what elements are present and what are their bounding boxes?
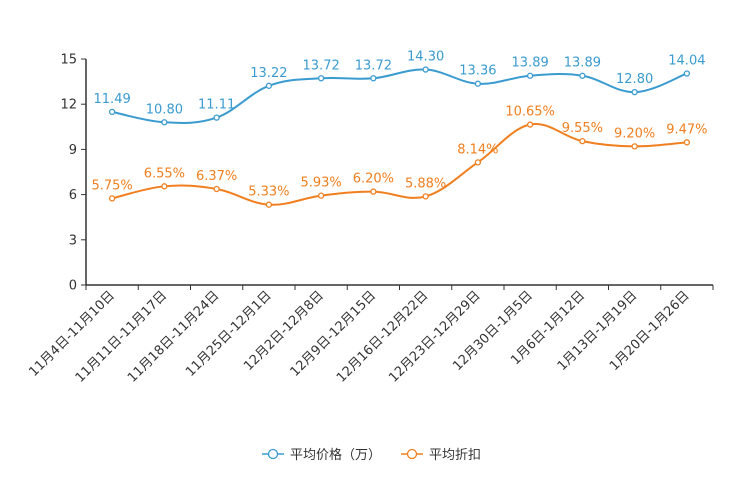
y-tick-label: 12 bbox=[60, 98, 77, 113]
data-label: 14.04 bbox=[668, 53, 705, 68]
x-tick-label: 11月4日-11月10日 bbox=[26, 288, 118, 380]
data-point bbox=[631, 88, 638, 96]
y-tick-label: 9 bbox=[69, 143, 77, 158]
data-label: 13.89 bbox=[512, 56, 549, 71]
y-tick-label: 6 bbox=[69, 188, 77, 203]
y-tick-label: 15 bbox=[60, 53, 77, 68]
data-label: 5.88% bbox=[405, 176, 446, 191]
series-line bbox=[111, 122, 687, 206]
data-label: 6.37% bbox=[196, 169, 237, 184]
data-point bbox=[474, 159, 482, 166]
data-label: 9.20% bbox=[614, 126, 655, 141]
data-label: 9.55% bbox=[562, 121, 603, 136]
legend-label: 平均折扣 bbox=[429, 448, 481, 463]
data-point bbox=[422, 66, 429, 73]
x-tick-label: 12月23日-12月29日 bbox=[386, 288, 483, 385]
data-point bbox=[108, 195, 116, 202]
data-label: 6.55% bbox=[144, 166, 185, 181]
data-label: 14.30 bbox=[407, 50, 444, 65]
data-point bbox=[579, 72, 586, 79]
data-point bbox=[683, 70, 691, 77]
data-point bbox=[370, 188, 377, 195]
legend-item-1[interactable]: 平均折扣 bbox=[401, 448, 481, 463]
data-label: 5.93% bbox=[300, 176, 341, 191]
data-label: 10.80 bbox=[146, 102, 183, 117]
legend: 平均价格（万） 平均折扣 bbox=[262, 447, 481, 463]
data-label: 6.20% bbox=[353, 172, 394, 187]
data-point bbox=[317, 192, 325, 199]
data-label: 13.36 bbox=[459, 64, 496, 79]
data-label: 13.22 bbox=[250, 66, 287, 81]
data-label: 5.75% bbox=[91, 178, 132, 193]
data-point bbox=[526, 121, 534, 128]
data-point bbox=[213, 114, 220, 121]
data-point bbox=[474, 80, 482, 87]
data-point bbox=[161, 119, 168, 126]
data-label: 11.49 bbox=[94, 92, 131, 107]
data-label: 10.65% bbox=[505, 105, 555, 120]
series-layer: 11.49 10.80 11.11 13.22 13.72 13.72 14.30 13.36… bbox=[91, 50, 708, 208]
data-label: 12.80 bbox=[616, 72, 653, 87]
legend-item-0[interactable]: 平均价格（万） bbox=[262, 447, 381, 463]
x-tick-label: 11月11日-11月17日 bbox=[73, 288, 170, 385]
data-point bbox=[265, 82, 273, 89]
data-point bbox=[161, 183, 168, 190]
data-label: 13.72 bbox=[355, 58, 392, 73]
legend-label: 平均价格（万） bbox=[290, 447, 381, 463]
x-tick-label: 11月18日-11月24日 bbox=[125, 288, 222, 385]
data-point bbox=[526, 72, 534, 79]
series-0: 11.49 10.80 11.11 13.22 13.72 13.72 14.30 13.36… bbox=[94, 50, 705, 126]
data-label: 8.14% bbox=[457, 142, 498, 157]
data-point bbox=[265, 201, 273, 208]
legend-marker-icon bbox=[267, 448, 279, 460]
series-1: 5.75% 6.55% 6.37% 5.33% 5.93% 6.20% 5.88% 8.14%… bbox=[91, 105, 708, 208]
data-point bbox=[370, 75, 377, 82]
data-point bbox=[108, 108, 116, 116]
data-label: 13.89 bbox=[564, 56, 601, 71]
data-label: 5.33% bbox=[248, 185, 289, 200]
legend-marker-icon bbox=[406, 448, 418, 460]
data-point bbox=[317, 75, 325, 82]
y-tick-label: 3 bbox=[69, 233, 77, 248]
data-point bbox=[579, 137, 586, 145]
data-point bbox=[631, 143, 638, 150]
data-point bbox=[422, 193, 429, 200]
data-point bbox=[213, 185, 220, 193]
data-label: 9.47% bbox=[666, 122, 707, 137]
data-label: 11.11 bbox=[198, 98, 235, 113]
y-tick-label: 0 bbox=[69, 279, 77, 294]
data-point bbox=[683, 139, 691, 146]
series-line bbox=[111, 68, 688, 124]
x-tick-label: 12月16日-12月22日 bbox=[334, 288, 431, 385]
data-label: 13.72 bbox=[303, 58, 340, 73]
